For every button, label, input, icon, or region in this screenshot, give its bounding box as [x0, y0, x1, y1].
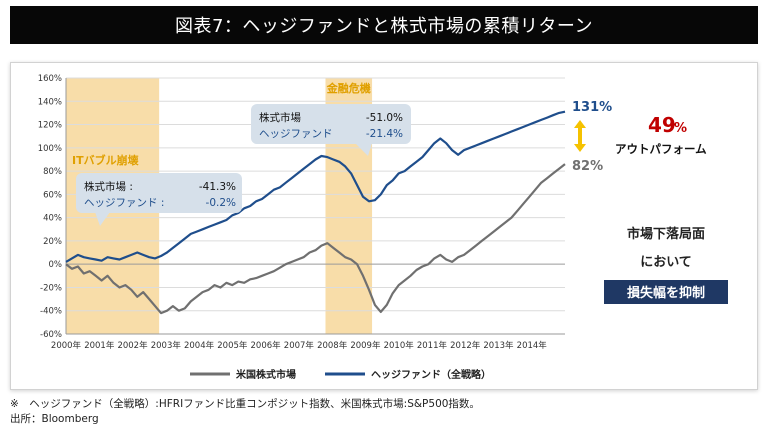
callout-value: -41.3%	[199, 181, 236, 193]
callout-label: 株式市場 :	[84, 180, 133, 193]
y-tick-label: 0%	[49, 260, 63, 270]
side-text-line-1: 市場下落局面	[627, 226, 705, 242]
x-tick-label: 2005年	[217, 340, 248, 351]
x-tick-label: 2014年	[517, 340, 548, 351]
series-line-us-stock	[65, 163, 566, 315]
callout-label: ヘッジファンド	[259, 128, 333, 140]
y-tick-label: 20%	[43, 237, 62, 247]
series-line-hedge-fund	[65, 110, 566, 263]
chart-title-bar: 図表7：ヘッジファンドと株式市場の累積リターン	[10, 6, 758, 44]
y-tick-label: -60%	[40, 330, 62, 340]
x-tick-label: 2008年	[317, 340, 348, 351]
chart-title: 図表7：ヘッジファンドと株式市場の累積リターン	[174, 16, 594, 37]
footnote-source: 出所：Bloomberg	[10, 413, 99, 425]
x-tick-label: 2012年	[450, 340, 481, 351]
callout-label: 株式市場	[259, 111, 301, 124]
legend-item-hedge-fund-label: ヘッジファンド（全戦略）	[371, 368, 491, 381]
footnote-note: ※ ヘッジファンド（全戦略）:HFRIファンド比重コンポジット指数、米国株式市場…	[10, 398, 480, 410]
x-tick-label: 2009年	[350, 340, 381, 351]
outperform-text: アウトパフォーム	[615, 142, 707, 156]
x-tick-label: 2000年	[51, 340, 82, 351]
x-tick-label: 2010年	[384, 340, 415, 351]
y-tick-label: 80%	[43, 167, 62, 177]
end-label-hedge-fund: 131%	[572, 100, 612, 115]
x-tick-label: 2003年	[151, 340, 182, 351]
legend-item-us-stock-label: 米国株式市場	[236, 368, 296, 381]
x-tick-label: 2006年	[251, 340, 282, 351]
callout-value: -21.4%	[366, 128, 403, 140]
side-text-line-2: において	[640, 255, 692, 270]
y-tick-label: 160%	[38, 74, 62, 84]
region-label-it-bubble: ITバブル崩壊	[72, 153, 140, 167]
outperform-unit: %	[674, 121, 687, 136]
outperform-number: 49	[648, 113, 676, 137]
x-tick-label: 2013年	[483, 340, 514, 351]
callout-pointer	[95, 212, 110, 226]
callout-value: -0.2%	[206, 197, 236, 209]
callout-box	[76, 173, 242, 213]
y-tick-label: 100%	[38, 144, 62, 154]
y-tick-label: -20%	[40, 283, 62, 293]
side-box-text: 損失幅を抑制	[627, 285, 705, 301]
callout-value: -51.0%	[366, 112, 403, 124]
x-tick-label: 2007年	[284, 340, 315, 351]
region-label-financial-crisis: 金融危機	[326, 81, 371, 95]
side-box	[604, 280, 728, 304]
double-arrow-icon	[574, 120, 586, 152]
end-label-us-stock: 82%	[572, 159, 603, 174]
x-tick-label: 2004年	[184, 340, 215, 351]
y-tick-label: 120%	[38, 121, 62, 131]
x-tick-label: 2002年	[117, 340, 148, 351]
y-tick-label: -40%	[40, 307, 62, 317]
y-tick-label: 40%	[43, 214, 62, 224]
x-tick-label: 2011年	[417, 340, 448, 351]
callout-pointer	[355, 143, 372, 156]
callout-box	[251, 104, 411, 144]
y-tick-label: 60%	[43, 190, 62, 200]
x-tick-label: 2001年	[84, 340, 115, 351]
y-tick-label: 140%	[38, 97, 62, 107]
callout-label: ヘッジファンド :	[84, 197, 164, 209]
